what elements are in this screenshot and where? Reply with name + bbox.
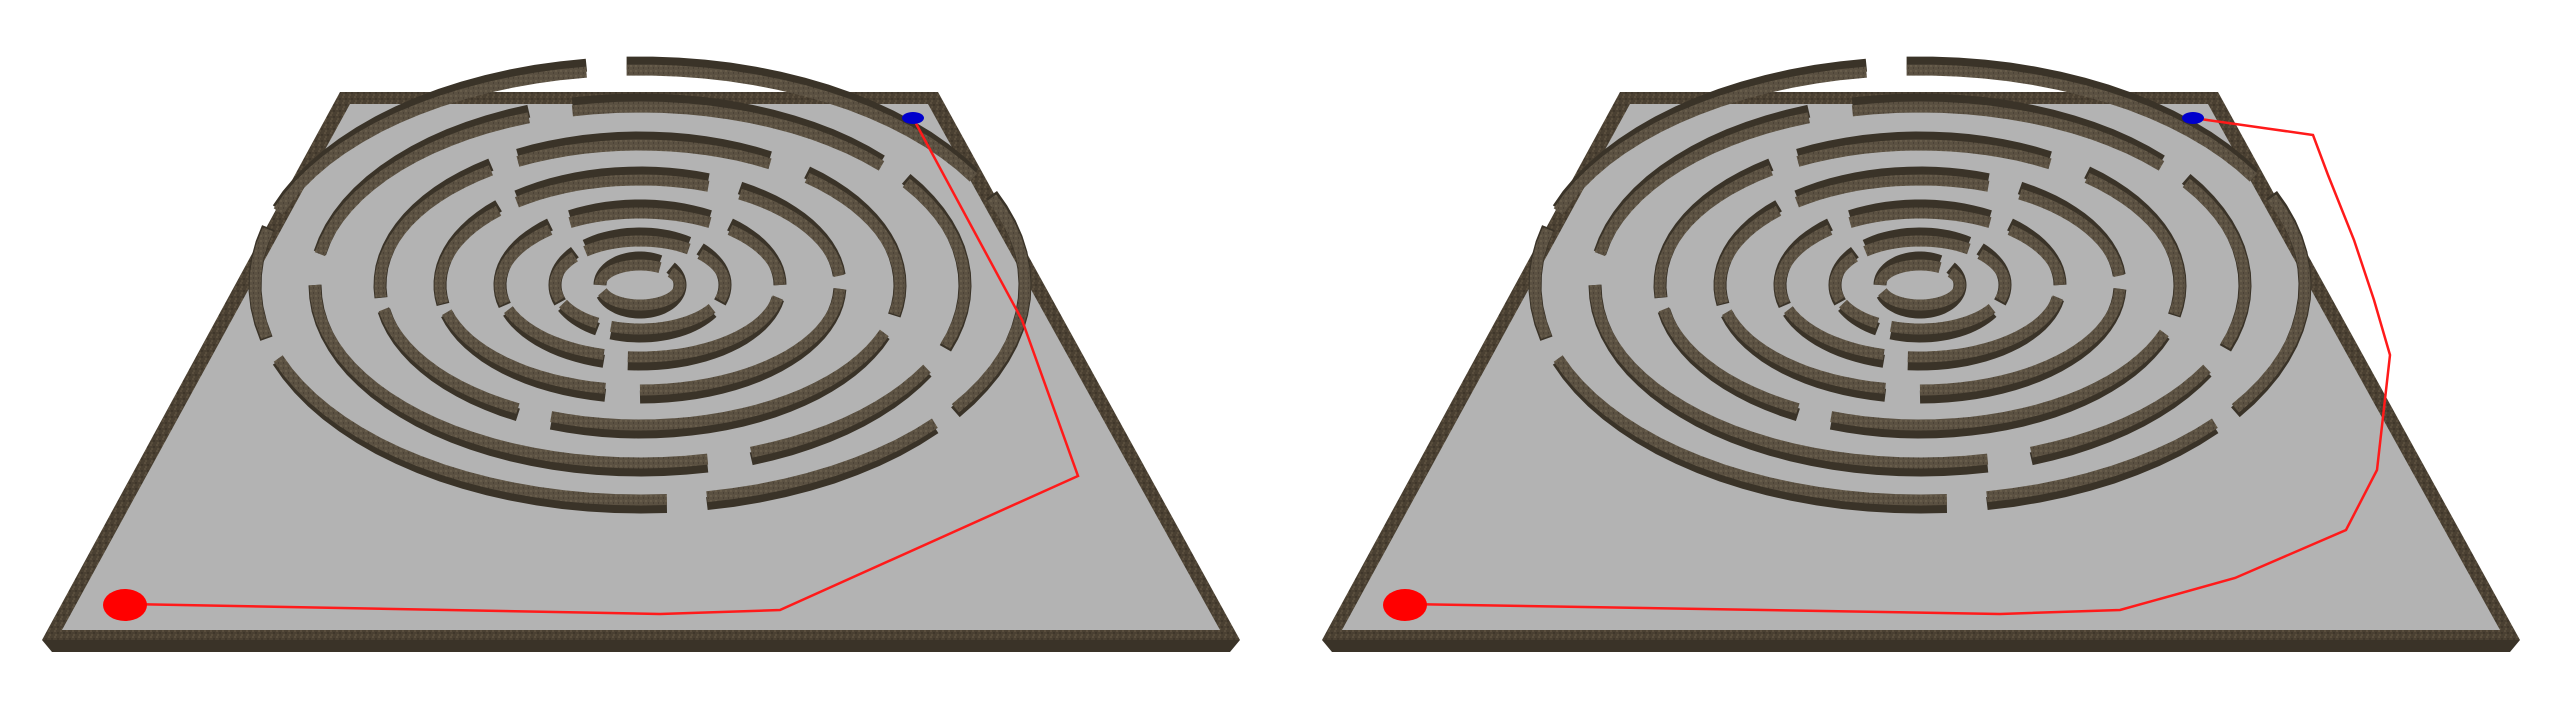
maze-wall — [583, 235, 691, 257]
maze-wall — [1714, 205, 1782, 305]
maze-wall-side — [1848, 199, 1992, 223]
maze-wall — [1906, 64, 2258, 182]
left-view — [42, 56, 1240, 652]
maze-wall — [2029, 364, 2211, 458]
maze-wall — [738, 188, 845, 278]
maze-wall — [1839, 299, 1880, 329]
start-marker — [103, 589, 147, 621]
maze-wall-side — [1796, 131, 2052, 164]
maze-wall — [434, 205, 502, 305]
maze-wall — [594, 259, 662, 286]
maze-wall — [249, 227, 274, 339]
goal-marker — [2182, 112, 2204, 124]
maze-wall-side — [514, 166, 710, 203]
maze-wall-side — [1794, 166, 1990, 203]
maze-wall — [626, 64, 978, 182]
maze-wall — [516, 139, 772, 170]
maze-wall — [1851, 101, 2165, 171]
maze-wall — [1889, 303, 1996, 335]
maze-wall — [1829, 252, 1858, 303]
maze-wall — [1986, 418, 2218, 503]
maze-wall — [727, 224, 786, 286]
board-rim-front — [42, 640, 1240, 652]
maze-wall — [627, 295, 783, 363]
maze-wall — [749, 364, 931, 458]
maze-wall — [598, 267, 686, 311]
maze-wall — [1553, 355, 1948, 506]
maze-wall — [1830, 329, 2169, 431]
maze-wall-side — [568, 199, 712, 223]
maze-wall — [1722, 309, 1886, 394]
maze-wall — [494, 224, 553, 306]
maze-wall — [2231, 194, 2311, 413]
maze-wall — [1907, 295, 2063, 363]
maze-wall — [514, 174, 710, 208]
maze-wall — [559, 299, 600, 329]
maze-wall — [1589, 284, 1989, 469]
maze-wall — [804, 172, 906, 316]
maze-wall — [706, 418, 938, 503]
maze-wall — [1658, 307, 1800, 414]
maze-wall — [1878, 267, 1966, 311]
maze-wall — [549, 252, 578, 303]
maze-wall — [1529, 227, 1554, 339]
maze-wall — [2084, 172, 2186, 316]
maze-wall-side — [1862, 227, 1972, 252]
maze-wall-side — [516, 131, 772, 164]
maze-wall — [697, 249, 731, 303]
maze-wall — [1848, 207, 1992, 228]
maze-wall — [309, 284, 709, 469]
maze-wall — [1553, 66, 1867, 215]
maze-wall — [2007, 224, 2066, 286]
right-view — [1322, 56, 2520, 652]
maze-wall — [1794, 174, 1990, 208]
maze-wall — [2018, 188, 2125, 278]
maze-wall — [2182, 178, 2251, 349]
maze-walls — [1528, 56, 2312, 514]
maze-walls — [248, 56, 1032, 514]
maze-wall — [571, 101, 885, 171]
maze-wall — [1874, 259, 1942, 286]
maze-wall — [951, 194, 1031, 413]
solution-path — [1404, 116, 2392, 616]
maze-wall — [1796, 139, 2052, 170]
board-rim-front — [1322, 640, 2520, 652]
maze-wall-side — [582, 227, 692, 252]
maze-wall — [609, 303, 716, 335]
maze-wall — [374, 165, 493, 298]
maze-wall — [1784, 306, 1885, 360]
maze-wall — [378, 307, 520, 414]
maze-wall — [639, 287, 846, 396]
maze-wall — [1774, 224, 1833, 306]
maze-wall — [273, 355, 668, 506]
maze-wall — [1654, 165, 1773, 298]
goal-marker — [902, 112, 924, 124]
maze-wall — [568, 207, 712, 228]
solution-path — [124, 117, 1080, 616]
maze-wall — [1863, 235, 1971, 257]
maze-wall — [442, 309, 606, 394]
maze-wall — [550, 329, 889, 431]
maze-wall — [1977, 249, 2011, 303]
maze-wall — [1919, 287, 2126, 396]
maze-wall — [1594, 112, 1811, 257]
maze-wall — [504, 306, 605, 360]
maze-wall — [314, 112, 531, 257]
start-marker — [1383, 589, 1427, 621]
maze-wall — [273, 66, 587, 215]
maze-wall — [902, 178, 971, 349]
